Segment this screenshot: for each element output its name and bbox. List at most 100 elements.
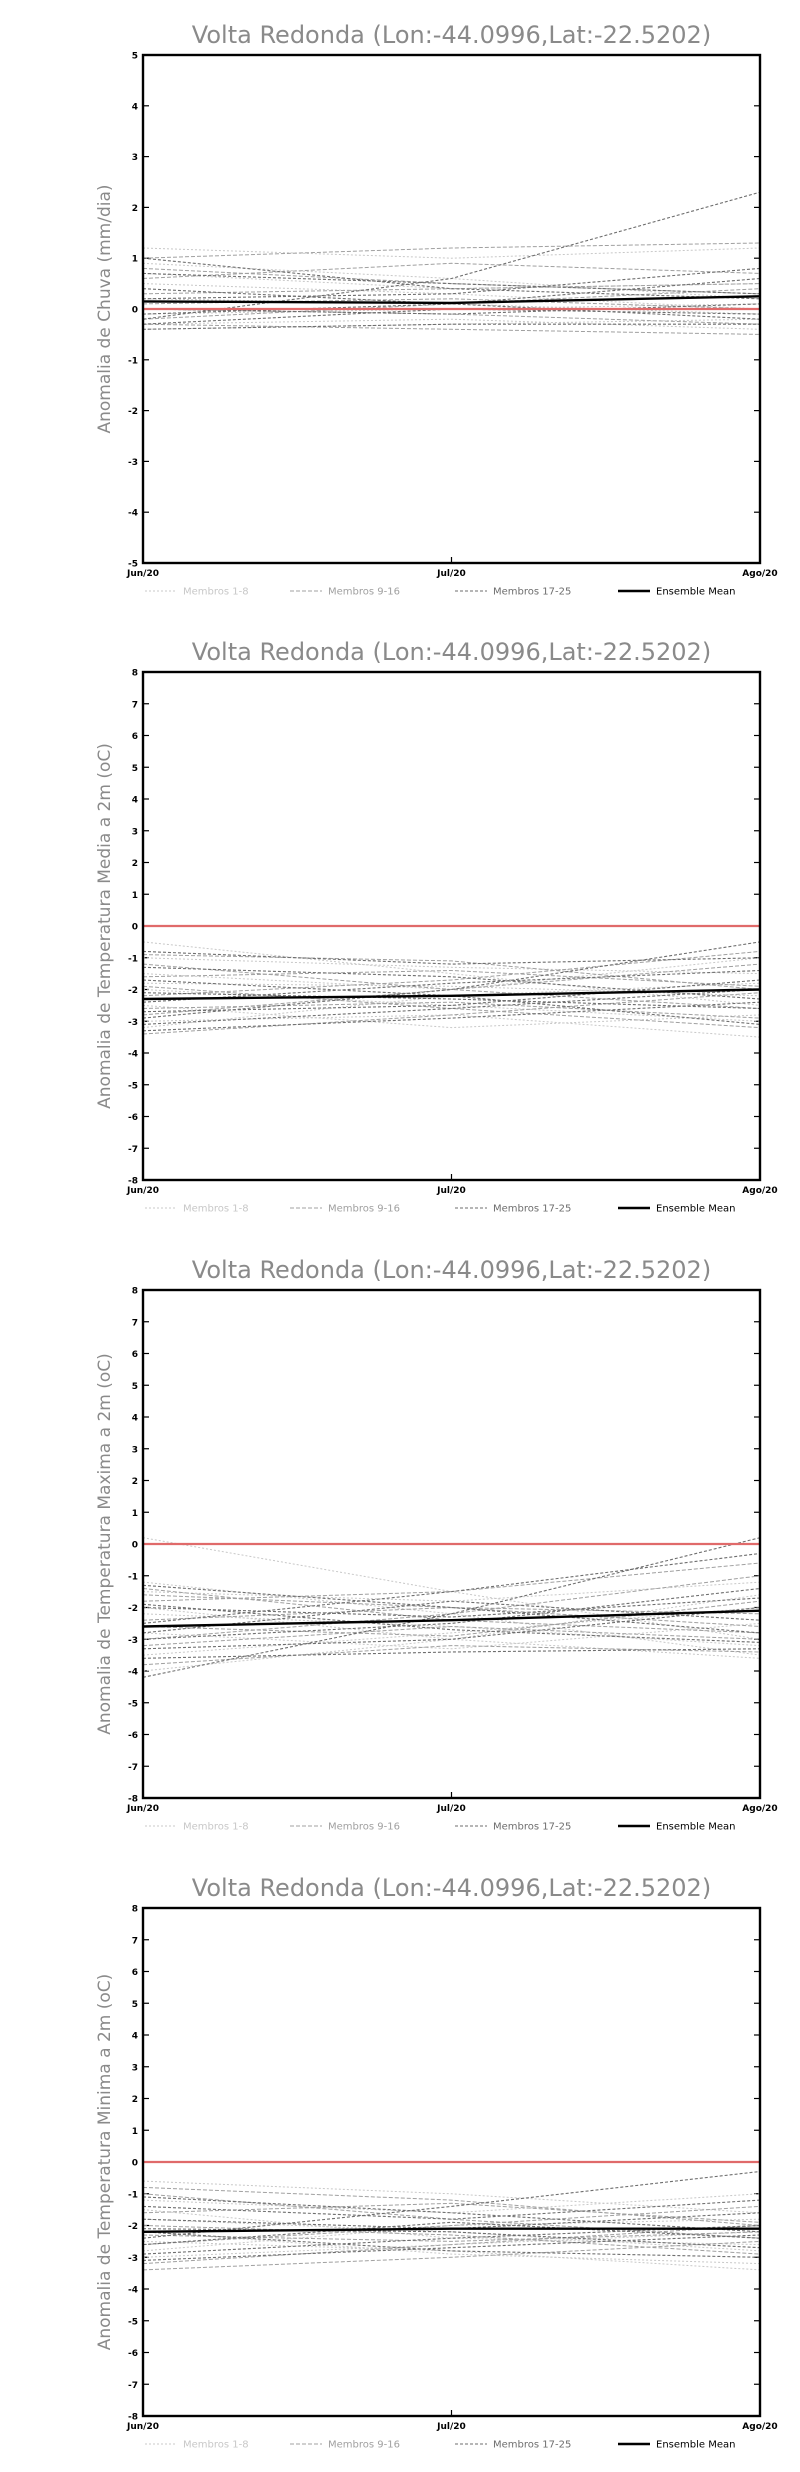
- series-member-group-2: [142, 2231, 761, 2242]
- y-tick-label: -2: [128, 1604, 138, 1614]
- legend-label: Ensemble Mean: [656, 1204, 735, 1215]
- y-tick-label: -5: [128, 1081, 138, 1091]
- legend-label: Ensemble Mean: [656, 587, 735, 598]
- chart-title: Volta Redonda (Lon:-44.0996,Lat:-22.5202…: [192, 638, 711, 666]
- y-tick-label: -1: [128, 356, 138, 366]
- y-tick-label: 7: [132, 700, 138, 710]
- y-tick-label: -5: [128, 1699, 138, 1709]
- series-member-group-3: [142, 323, 760, 330]
- y-tick-label: -7: [128, 1145, 138, 1155]
- series-member-group-1: [142, 318, 761, 330]
- series-member-group-2: [142, 2205, 761, 2246]
- y-tick-label: 7: [132, 1318, 138, 1328]
- y-tick-label: -1: [128, 954, 138, 964]
- series-member-group-1: [142, 2193, 761, 2214]
- y-tick-label: -7: [128, 1763, 138, 1773]
- y-tick-label: 5: [132, 52, 138, 62]
- series-member-group-1: [142, 283, 761, 310]
- series-member-group-3: [142, 308, 761, 325]
- series-member-group-3: [142, 2170, 761, 2239]
- series-member-group-1: [142, 989, 761, 1022]
- y-tick-label: -6: [128, 2349, 138, 2359]
- series-member-group-3: [142, 1552, 761, 1624]
- y-tick-label: 1: [132, 255, 138, 265]
- y-axis-label: Anomalia de Temperatura Minima a 2m (oC): [95, 1974, 115, 2351]
- y-tick-label: 4: [132, 102, 138, 112]
- chart-panel-2: Volta Redonda (Lon:-44.0996,Lat:-22.5202…: [95, 638, 778, 1215]
- x-tick-label: Jun/20: [126, 2422, 159, 2432]
- y-tick-label: -8: [128, 1177, 138, 1187]
- series-member-group-1: [142, 318, 761, 330]
- x-tick-label: Jun/20: [126, 1186, 159, 1196]
- x-tick-label: Ago/20: [742, 569, 777, 579]
- chart-title: Volta Redonda (Lon:-44.0996,Lat:-22.5202…: [192, 1874, 711, 1902]
- series-member-group-2: [142, 985, 761, 1029]
- series-member-group-3: [142, 2212, 761, 2230]
- series-member-group-2: [142, 1625, 761, 1647]
- series-member-group-3: [142, 2221, 761, 2246]
- y-tick-label: 0: [132, 1541, 138, 1551]
- series-member-group-2: [142, 950, 761, 997]
- y-tick-label: -4: [128, 1050, 138, 1060]
- y-tick-label: -7: [128, 2381, 138, 2391]
- series-member-group-2: [142, 2202, 761, 2223]
- series-member-group-2: [142, 992, 761, 1035]
- series-member-group-3: [142, 1597, 761, 1618]
- y-tick-label: 1: [132, 891, 138, 901]
- legend-label: Membros 9-16: [328, 2440, 400, 2451]
- series-member-group-3: [142, 1001, 761, 1032]
- plot-frame: [141, 1288, 762, 1800]
- y-tick-label: 4: [132, 796, 138, 806]
- y-tick-label: 1: [132, 2127, 138, 2137]
- y-tick-label: 2: [132, 859, 138, 869]
- series-member-group-1: [142, 2231, 761, 2265]
- y-tick-label: 2: [132, 204, 138, 214]
- y-axis-label: Anomalia de Temperatura Media a 2m (oC): [95, 743, 115, 1109]
- series-member-group-3: [142, 979, 761, 1013]
- series-member-group-2: [142, 2225, 761, 2265]
- y-tick-label: 6: [132, 732, 138, 742]
- y-tick-label: -6: [128, 1731, 138, 1741]
- legend-label: Membros 1-8: [183, 2440, 249, 2451]
- chart-panel-3: Volta Redonda (Lon:-44.0996,Lat:-22.5202…: [95, 1256, 778, 1833]
- y-tick-label: 5: [132, 2000, 138, 2010]
- series-member-group-3: [142, 1537, 761, 1678]
- series-member-group-3: [142, 966, 761, 1000]
- series-member-group-3: [142, 257, 761, 300]
- y-tick-label: -3: [128, 1018, 138, 1028]
- legend-label: Membros 1-8: [183, 1204, 249, 1215]
- legend-label: Membros 17-25: [493, 1204, 571, 1215]
- y-tick-label: 4: [132, 2032, 138, 2042]
- y-tick-label: -6: [128, 1113, 138, 1123]
- y-tick-label: -4: [128, 2286, 138, 2296]
- y-tick-label: -2: [128, 2222, 138, 2232]
- series-member-group-2: [142, 2186, 761, 2226]
- series-member-group-2: [142, 1001, 761, 1019]
- chart-title: Volta Redonda (Lon:-44.0996,Lat:-22.5202…: [192, 1256, 711, 1284]
- y-axis-label: Anomalia de Chuva (mm/dia): [95, 184, 115, 433]
- y-tick-label: 2: [132, 2095, 138, 2105]
- series-member-group-2: [142, 2240, 761, 2271]
- series-member-group-2: [142, 242, 761, 259]
- series-member-group-3: [142, 1584, 761, 1634]
- y-tick-label: 3: [132, 827, 138, 837]
- series-ensemble-mean: [142, 1609, 761, 1628]
- y-tick-label: -3: [128, 2254, 138, 2264]
- series-ensemble-mean: [142, 988, 761, 1001]
- y-tick-label: 0: [132, 306, 138, 316]
- y-tick-label: 3: [132, 1445, 138, 1455]
- series-member-group-1: [142, 2180, 761, 2214]
- y-tick-label: 5: [132, 1382, 138, 1392]
- legend-label: Membros 17-25: [493, 1822, 571, 1833]
- series-member-group-1: [142, 1594, 761, 1672]
- series-member-group-2: [142, 267, 761, 295]
- series-member-group-1: [142, 2209, 761, 2246]
- series-member-group-1: [142, 1607, 761, 1659]
- x-tick-label: Jul/20: [436, 569, 466, 579]
- series-member-group-1: [142, 1622, 761, 1650]
- y-tick-label: 5: [132, 764, 138, 774]
- series-member-group-3: [142, 992, 761, 1010]
- series-member-group-2: [142, 1594, 761, 1615]
- y-tick-label: -1: [128, 1572, 138, 1582]
- series-ensemble-mean: [142, 2227, 760, 2233]
